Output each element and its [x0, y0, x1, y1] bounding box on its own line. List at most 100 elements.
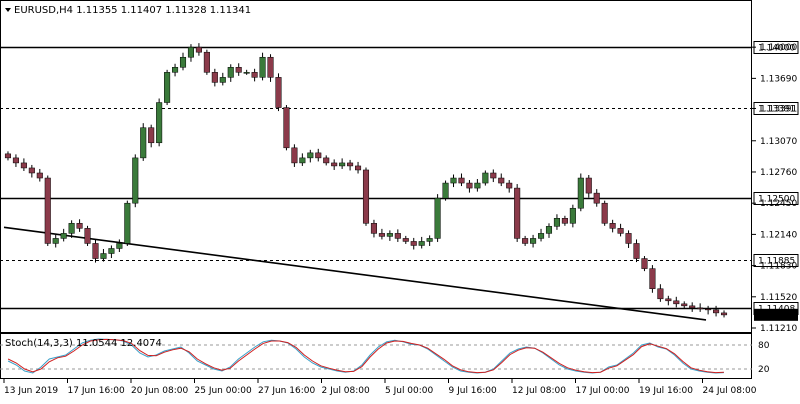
candle-body: [458, 177, 465, 184]
stoch-main-line: [7, 338, 724, 374]
price-tick-label: 1.12140: [760, 230, 797, 240]
candle-body: [12, 157, 19, 164]
level-price-box: [753, 192, 799, 205]
candle-body: [545, 226, 553, 234]
candle-body: [132, 157, 139, 204]
candle-body: [76, 223, 83, 229]
price-tick-label: 1.11830: [760, 262, 797, 272]
candle-body: [323, 157, 330, 164]
horizontal-levels: 1.140001.133911.125001.118851.114081.113…: [0, 41, 799, 321]
candle-body: [251, 72, 258, 78]
time-tick-label: 9 Jul 16:00: [449, 386, 498, 396]
candle-body: [617, 228, 624, 234]
price-tick-label: 1.13690: [760, 74, 797, 84]
candle-body: [339, 162, 346, 167]
candle-body: [243, 72, 250, 74]
candles: [4, 43, 728, 318]
time-tick-label: 13 Jun 2019: [4, 386, 58, 396]
candle-body: [434, 197, 441, 239]
time-tick-label: 17 Jun 16:00: [68, 386, 125, 396]
candle-body: [148, 127, 155, 144]
stoch-level-label: 80: [758, 341, 770, 351]
price-tick-label: 1.13391: [760, 104, 797, 114]
symbol-ohlc-label: EURUSD,H4 1.11355 1.11407 1.11328 1.1134…: [14, 5, 251, 16]
candle-body: [68, 223, 75, 234]
time-tick-label: 19 Jul 16:00: [639, 386, 693, 396]
candle-body: [211, 72, 218, 83]
time-tick-label: 25 Jun 00:00: [195, 386, 252, 396]
candle-body: [227, 67, 234, 78]
candle-body: [402, 238, 409, 242]
candle-body: [553, 218, 560, 227]
candle-body: [195, 46, 202, 53]
candle-body: [116, 243, 123, 249]
candle-body: [283, 107, 290, 149]
candle-body: [44, 177, 51, 244]
candle-body: [426, 238, 433, 242]
candle-body: [482, 172, 489, 184]
candle-body: [60, 233, 67, 239]
candle-body: [697, 307, 704, 310]
candle-body: [108, 248, 115, 254]
candle-body: [689, 305, 696, 309]
candle-body: [315, 152, 322, 159]
price-tick-label: 1.13070: [760, 137, 797, 147]
candle-body: [657, 288, 664, 300]
candle-body: [84, 228, 91, 244]
trendline-layer: [3, 226, 707, 321]
price-tick-label: 1.11520: [760, 293, 797, 303]
candle-body: [4, 153, 12, 159]
candle-body: [386, 233, 393, 237]
candle-body: [378, 233, 385, 237]
price-tick-label: 1.14000: [760, 43, 797, 53]
candle-body: [362, 169, 370, 224]
candle-body: [124, 202, 131, 244]
time-tick-label: 5 Jul 00:00: [385, 386, 434, 396]
candle-body: [275, 77, 282, 108]
candle-body: [267, 56, 274, 78]
candle-body: [522, 238, 529, 244]
time-tick-label: 20 Jun 08:00: [131, 386, 188, 396]
candle-body: [561, 218, 568, 224]
stoch-signal-line: [7, 338, 724, 374]
stoch-level-label: 20: [758, 365, 770, 375]
candle-body: [410, 241, 417, 246]
time-tick-label: 24 Jul 08:00: [703, 386, 757, 396]
time-tick-label: 2 Jul 08:00: [322, 386, 371, 396]
candle-body: [355, 165, 362, 171]
candle-body: [299, 157, 306, 164]
current-price-box: [754, 308, 798, 321]
candle-body: [577, 177, 584, 209]
indicator-panel-frame: [0, 333, 752, 379]
candle-body: [705, 308, 712, 311]
candle-body: [156, 102, 163, 144]
candle-body: [514, 187, 521, 239]
candle-body: [569, 207, 576, 224]
trendline[interactable]: [3, 226, 707, 321]
candle-body: [442, 182, 449, 199]
candle-body: [331, 162, 338, 167]
candle-body: [164, 72, 171, 103]
candle-body: [466, 182, 473, 189]
time-tick-label: 12 Jul 08:00: [512, 386, 566, 396]
stochastic-indicator: 80 20: [0, 338, 770, 375]
level-price-box: [753, 254, 799, 267]
candle-body: [625, 233, 632, 244]
candle-body: [720, 312, 728, 316]
current-price-label: 1.11341: [758, 311, 795, 321]
dropdown-triangle-icon[interactable]: [5, 8, 11, 12]
candle-body: [219, 77, 226, 83]
candle-body: [172, 67, 179, 73]
candle-body: [537, 233, 545, 239]
candle-body: [498, 177, 505, 184]
chart-title: EURUSD,H4 1.11355 1.11407 1.11328 1.1134…: [5, 5, 251, 16]
candle-body: [530, 238, 537, 244]
price-tick-label: 1.12450: [760, 199, 797, 209]
main-panel-frame: [0, 0, 752, 333]
candle-body: [347, 162, 354, 167]
candle-body: [235, 67, 242, 73]
time-tick-label: 17 Jul 00:00: [576, 386, 630, 396]
candle-body: [187, 46, 195, 58]
